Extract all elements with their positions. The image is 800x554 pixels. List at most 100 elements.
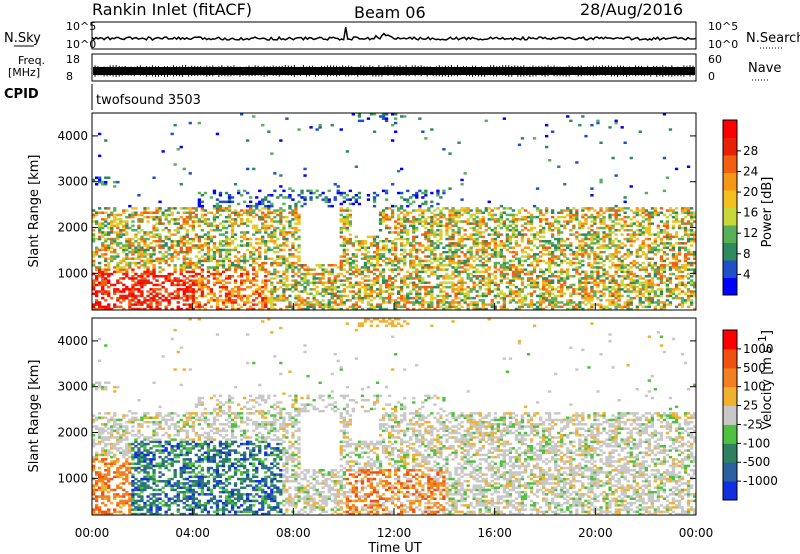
range-gate-cell [635, 261, 639, 265]
range-gate-cell [384, 281, 389, 284]
range-gate-cell [297, 275, 301, 278]
range-gate-cell [252, 246, 256, 249]
range-gate-cell [146, 294, 150, 298]
range-gate-cell [203, 220, 207, 223]
range-gate-cell [194, 213, 198, 217]
range-gate-cell [539, 305, 543, 309]
range-gate-cell [261, 290, 265, 293]
range-gate-cell [490, 209, 494, 212]
range-gate-cell [436, 244, 440, 247]
range-gate-cell [409, 296, 413, 300]
range-gate-cell [303, 277, 307, 280]
range-gate-cell [116, 226, 120, 230]
range-gate-cell [366, 275, 371, 278]
range-gate-cell [267, 204, 271, 208]
range-gate-cell [602, 222, 606, 225]
range-gate-cell [191, 299, 195, 302]
range-gate-cell [436, 264, 440, 267]
range-gate-cell [448, 248, 452, 252]
range-gate-cell [143, 307, 147, 311]
range-gate-cell [475, 248, 479, 252]
range-gate-cell [421, 196, 425, 199]
range-gate-cell [445, 207, 449, 210]
range-gate-cell [659, 290, 664, 293]
range-gate-cell [230, 275, 235, 278]
range-gate-cell [551, 244, 555, 247]
range-gate-cell [215, 207, 220, 210]
range-gate-cell [599, 266, 603, 269]
range-gate-cell [312, 299, 316, 302]
range-gate-cell [258, 285, 262, 289]
range-gate-cell [629, 272, 633, 276]
range-gate-cell [499, 264, 503, 267]
range-gate-cell [291, 233, 295, 236]
range-gate-cell [264, 301, 268, 304]
range-gate-cell [508, 264, 513, 267]
range-gate-cell [230, 303, 235, 306]
range-gate-cell [436, 294, 440, 298]
range-gate-cell [551, 209, 555, 212]
range-gate-cell [478, 294, 482, 298]
range-gate-cell [572, 253, 576, 256]
range-gate-cell [451, 242, 455, 245]
range-gate-cell [158, 220, 162, 223]
range-gate-cell [215, 305, 220, 309]
range-gate-cell [333, 275, 337, 278]
range-gate-cell [179, 240, 183, 243]
range-gate-cell [406, 270, 410, 274]
range-gate-cell [215, 279, 220, 282]
range-gate-cell [233, 211, 238, 214]
range-gate-cell [336, 296, 340, 300]
range-gate-cell [466, 307, 470, 311]
range-gate-cell [113, 242, 117, 245]
range-gate-cell [185, 261, 189, 265]
range-gate-cell [384, 240, 389, 243]
range-gate-cell [300, 264, 304, 267]
range-gate-cell [221, 220, 226, 223]
range-gate-cell [514, 268, 519, 271]
range-gate-cell [149, 307, 153, 311]
range-gate-cell [632, 261, 636, 265]
range-gate-cell [532, 307, 537, 311]
range-gate-cell [161, 229, 165, 232]
range-gate-cell [427, 235, 431, 239]
range-gate-cell [227, 198, 232, 201]
range-gate-cell [575, 270, 579, 274]
range-gate-cell [348, 240, 352, 243]
range-gate-cell [255, 270, 259, 274]
range-gate-cell [391, 215, 395, 219]
range-gate-cell [221, 279, 226, 282]
range-gate-cell [659, 281, 664, 284]
range-gate-cell [345, 299, 349, 302]
range-gate-cell [155, 211, 159, 214]
range-gate-cell [104, 272, 108, 276]
range-gate-cell [566, 115, 570, 118]
range-gate-cell [572, 301, 576, 304]
range-gate-cell [264, 213, 268, 217]
range-gate-cell [418, 281, 422, 284]
range-gate-cell [421, 277, 425, 280]
range-gate-cell [273, 246, 277, 249]
range-gate-cell [617, 266, 621, 269]
range-gate-cell [279, 281, 283, 284]
range-gate-cell [448, 261, 452, 265]
range-gate-cell [496, 292, 500, 295]
range-gate-cell [267, 301, 271, 304]
range-gate-cell [505, 285, 509, 289]
range-gate-cell [647, 233, 651, 236]
range-gate-cell [427, 207, 431, 210]
range-gate-cell [107, 279, 111, 282]
range-gate-cell [535, 207, 540, 210]
range-gate-cell [448, 285, 452, 289]
range-gate-cell [152, 275, 156, 278]
range-gate-cell [249, 200, 253, 204]
range-gate-cell [626, 240, 630, 243]
range-gate-cell [635, 224, 639, 228]
range-gate-cell [354, 198, 358, 201]
range-gate-cell [167, 213, 171, 217]
range-gate-cell [182, 255, 186, 258]
range-gate-cell [246, 275, 250, 278]
range-gate-cell [629, 218, 633, 221]
range-gate-cell [496, 288, 500, 291]
range-gate-cell [427, 275, 431, 278]
